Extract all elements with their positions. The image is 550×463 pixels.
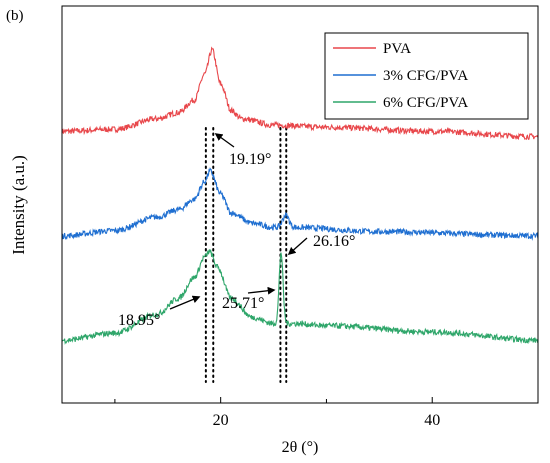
legend: PVA 3% CFG/PVA 6% CFG/PVA	[324, 32, 529, 120]
annotation-arrow	[214, 133, 235, 148]
panel-label: (b)	[6, 8, 24, 24]
x-tick-label: 40	[424, 412, 440, 429]
x-ticks: 20 40	[114, 397, 539, 429]
legend-box	[324, 32, 529, 120]
legend-label: 3% CFG/PVA	[383, 68, 468, 84]
series-line-6-cfg-pva	[61, 249, 539, 345]
legend-label: 6% CFG/PVA	[383, 95, 468, 111]
annotation-label: 26.16°	[313, 233, 355, 250]
legend-label: PVA	[383, 41, 411, 57]
annotation-arrow	[287, 237, 308, 256]
x-tick-label: 20	[213, 412, 229, 429]
annotation-label: 25.71°	[222, 295, 264, 312]
series-line-pva	[61, 46, 539, 141]
x-axis-label: 2θ (°)	[282, 439, 319, 456]
series-line-3-cfg-pva	[61, 167, 539, 241]
series-layer	[61, 46, 539, 345]
annotation-label: 19.19°	[229, 151, 271, 168]
annotation-arrow	[247, 286, 276, 295]
y-axis-label: Intensity (a.u.)	[9, 155, 28, 255]
annotations: 19.19° 26.16° 18.95° 25.71°	[118, 133, 355, 329]
plot-frame	[61, 5, 539, 404]
annotation-label: 18.95°	[118, 312, 160, 329]
annotation-arrow	[169, 295, 201, 310]
